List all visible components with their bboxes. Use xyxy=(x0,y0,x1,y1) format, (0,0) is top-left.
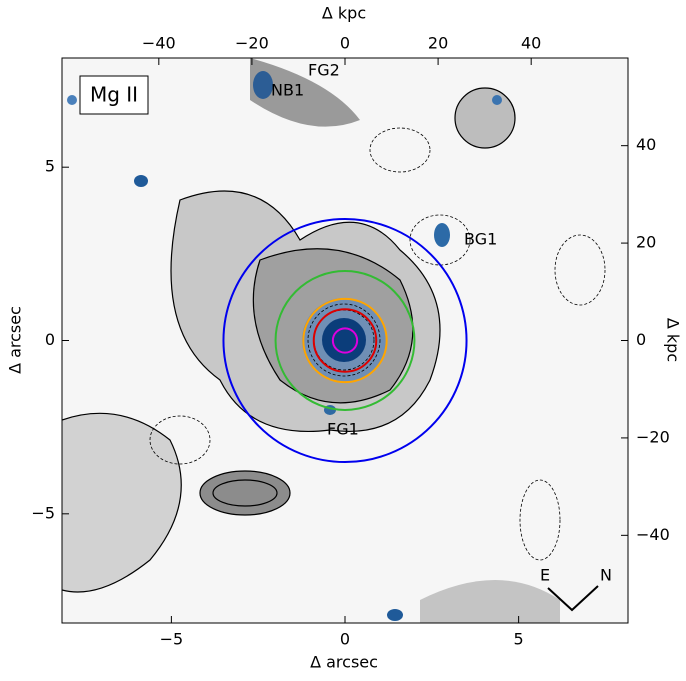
x-tick-label: 5 xyxy=(514,630,524,649)
aperture-circles xyxy=(222,217,468,464)
y-tick-label: 0 xyxy=(45,330,55,349)
annotation: BG1 xyxy=(464,230,497,249)
x2-tick-label: −20 xyxy=(235,34,269,53)
x-tick-label: −5 xyxy=(160,630,184,649)
x2-tick-label: −40 xyxy=(142,34,176,53)
y2-tick-label: 20 xyxy=(636,233,656,252)
aperture xyxy=(312,308,378,373)
title-box xyxy=(79,75,149,115)
y2-tick-label: 0 xyxy=(636,330,646,349)
chart-title: Mg II xyxy=(90,83,138,107)
compass-label: E xyxy=(540,566,550,585)
x2-tick-label: 0 xyxy=(340,34,350,53)
x2-tick-label: 40 xyxy=(521,34,541,53)
y2-tick-label: −20 xyxy=(636,427,670,446)
y2-tick-label: 40 xyxy=(636,135,656,154)
annotation: FG1 xyxy=(327,420,359,439)
compass xyxy=(547,585,599,612)
annotation: FG2 xyxy=(308,61,340,80)
y-tick-label: −5 xyxy=(31,503,55,522)
x-axis-label: Δ arcsec xyxy=(310,653,378,672)
x2-axis-label: Δ kpc xyxy=(322,4,366,23)
aperture xyxy=(222,217,468,464)
image-background xyxy=(62,58,628,623)
x-tick-label: 0 xyxy=(340,630,350,649)
y2-tick-label: −40 xyxy=(636,525,670,544)
aperture xyxy=(274,270,416,411)
compass-label: N xyxy=(600,566,612,585)
annotation: NB1 xyxy=(271,81,304,100)
y-axis-label: Δ arcsec xyxy=(6,306,25,374)
aperture xyxy=(302,297,388,384)
x2-tick-label: 20 xyxy=(428,34,448,53)
aperture xyxy=(331,327,359,354)
y-tick-label: 5 xyxy=(45,157,55,176)
y2-axis-label: Δ kpc xyxy=(664,318,683,362)
